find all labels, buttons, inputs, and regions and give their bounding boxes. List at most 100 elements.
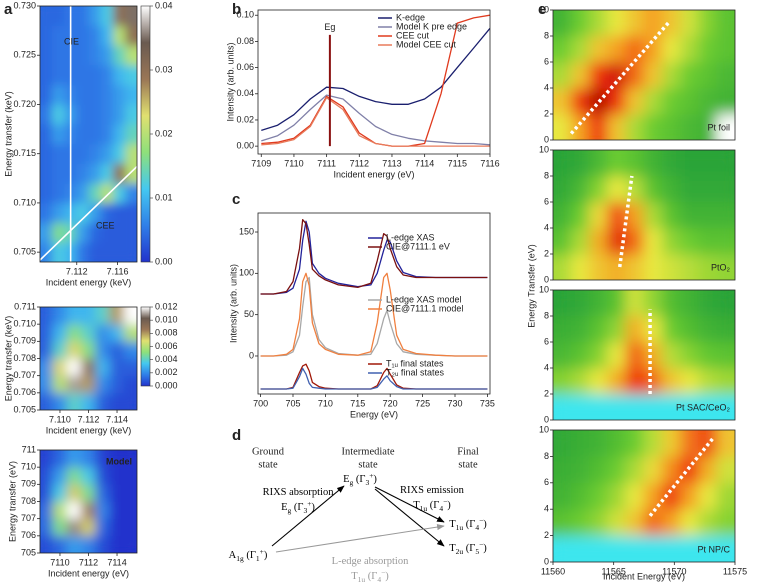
- heatmap-cell: [607, 253, 627, 280]
- heatmap-cell: [81, 535, 96, 553]
- state-label: L-edge absorption: [332, 556, 409, 567]
- heatmap-cell: [125, 64, 137, 86]
- heatmap-cell: [607, 367, 627, 395]
- heatmap-cell: [40, 45, 53, 66]
- y-tick-label: 0.708: [13, 353, 36, 363]
- x-tick-label: 7.114: [106, 414, 128, 424]
- panel-label: c: [232, 191, 240, 208]
- x-tick-label: 7110: [50, 557, 69, 567]
- heatmap-cell: [589, 456, 608, 484]
- heatmap-cell: [643, 175, 663, 203]
- state-heading: state: [358, 459, 378, 470]
- y-tick-label: 10: [539, 144, 549, 154]
- heatmap-cell: [625, 10, 645, 37]
- heatmap-cell: [81, 323, 96, 342]
- heatmap-cell: [66, 392, 82, 410]
- heatmap-cell: [607, 61, 627, 89]
- heatmap-cell: [40, 392, 54, 410]
- y-tick-label: 4: [544, 504, 549, 514]
- label-part: −: [381, 568, 385, 577]
- heatmap-cell: [88, 25, 102, 46]
- heatmap-cell: [123, 323, 137, 342]
- heatmap-cell: [716, 10, 735, 37]
- label-part: T: [449, 543, 456, 554]
- y-tick-label: 0.705: [13, 247, 36, 257]
- label-part: (Γ: [291, 502, 303, 513]
- label-part: (Γ: [463, 519, 475, 530]
- label-part: ): [447, 500, 451, 511]
- y-tick-label: 0: [544, 134, 549, 144]
- heatmap-cell: [81, 450, 96, 468]
- heatmap-cell: [76, 104, 90, 125]
- heatmap-cell: [553, 150, 572, 177]
- y-tick-label: 6: [544, 56, 549, 66]
- heatmap-cell: [625, 367, 645, 395]
- heatmap-cell: [81, 307, 96, 325]
- heatmap-cell: [123, 307, 137, 325]
- heatmap-cell: [589, 341, 608, 369]
- heatmap-cell: [113, 64, 127, 86]
- heatmap-cell: [52, 450, 68, 468]
- heatmap-cell: [76, 222, 90, 243]
- heatmap-cell: [125, 123, 137, 145]
- heatmap-cell: [123, 466, 137, 485]
- x-tick-label: 11560: [541, 566, 565, 576]
- x-tick-label: 7111: [317, 158, 336, 168]
- annotation: Pt NP/C: [697, 544, 730, 554]
- heatmap-cell: [553, 35, 572, 63]
- heatmap-cell: [88, 104, 102, 125]
- heatmap-cell: [625, 535, 645, 562]
- label-part: 1u: [456, 523, 464, 532]
- colorbar-label: 0.00: [155, 256, 173, 266]
- trend-line: [648, 435, 716, 517]
- heatmap-cells: [553, 290, 735, 420]
- heatmap-cell: [113, 242, 127, 262]
- heatmap-cell: [51, 104, 65, 125]
- heatmap-cell: [716, 175, 735, 203]
- heatmap-cell: [680, 315, 699, 343]
- label-part: ): [373, 474, 377, 485]
- x-tick-label: 730: [447, 398, 462, 408]
- y-tick-label: 0.10: [236, 10, 254, 20]
- label-part: ): [483, 519, 487, 530]
- plot-area: [261, 14, 490, 147]
- annotation: Pt SAC/CeO₂: [676, 402, 731, 412]
- heatmap-cell: [40, 6, 53, 26]
- label-part: −: [479, 540, 483, 549]
- y-axis-label: Energy transfer (eV): [7, 461, 17, 542]
- y-tick-label: 8: [544, 30, 549, 40]
- label-part: 3: [303, 506, 307, 515]
- heatmap-cell: [643, 430, 663, 457]
- heatmap-cell: [680, 535, 699, 562]
- heatmap-cell: [570, 508, 590, 536]
- heatmap-cell: [607, 290, 627, 317]
- heatmap-cell: [661, 456, 681, 484]
- heatmap-cell: [607, 456, 627, 484]
- y-tick-label: 0.715: [13, 148, 36, 158]
- heatmap-cell: [680, 508, 699, 536]
- heatmap-cell: [570, 35, 590, 63]
- heatmap-cell: [40, 501, 54, 519]
- heatmap-cell: [643, 87, 663, 115]
- x-tick-label: 7115: [448, 158, 467, 168]
- legend-label: Model CEE cut: [396, 39, 457, 49]
- heatmap-cell: [95, 484, 111, 502]
- y-tick-label: 0.709: [13, 336, 36, 346]
- heatmap-cell: [51, 123, 65, 145]
- heatmap-cell: [76, 25, 90, 46]
- heatmap-cell: [625, 341, 645, 369]
- heatmap-cell: [109, 358, 125, 376]
- heatmap-cell: [52, 392, 68, 410]
- heatmap-cell: [40, 222, 53, 243]
- heatmap-cell: [716, 61, 735, 89]
- heatmap-cell: [589, 535, 608, 562]
- y-tick-label: 2: [544, 530, 549, 540]
- heatmap-cell: [643, 113, 663, 140]
- heatmap-cell: [716, 253, 735, 280]
- legend-label: T₂ᵤ final states: [386, 367, 444, 377]
- y-tick-label: 4: [544, 362, 549, 372]
- heatmap-cell: [51, 25, 65, 46]
- heatmap-cell: [40, 182, 53, 204]
- y-tick-label: 10: [539, 424, 549, 434]
- heatmap-cell: [553, 61, 572, 89]
